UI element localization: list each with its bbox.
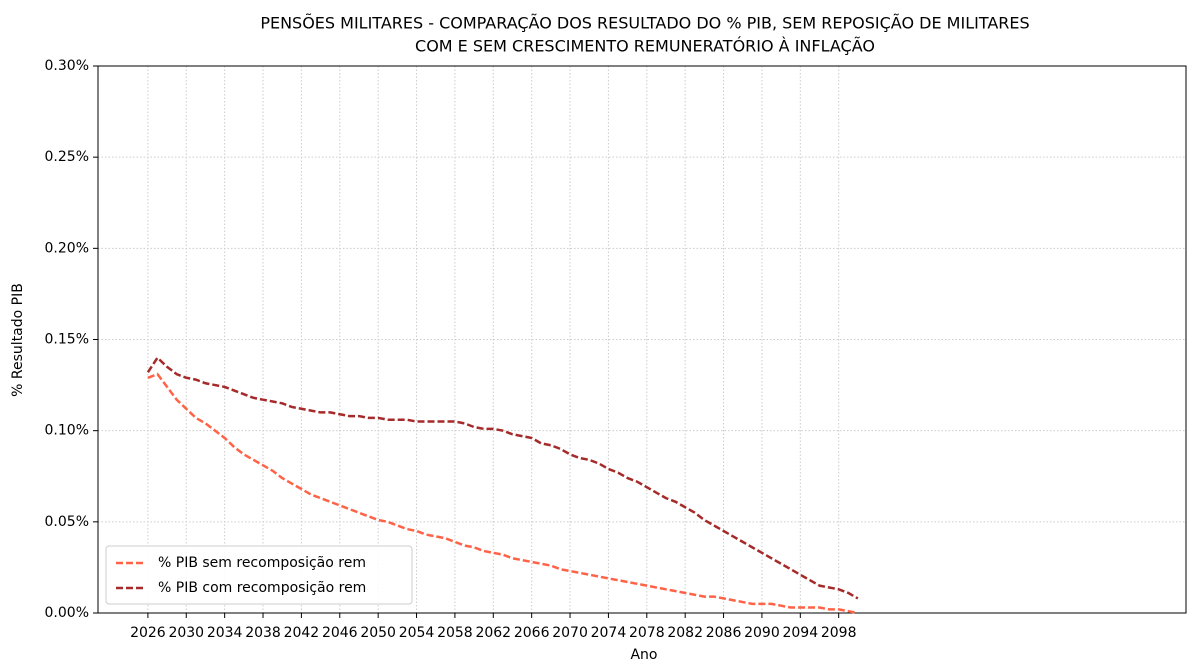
x-tick-label: 2066: [514, 625, 550, 641]
chart-title: COM E SEM CRESCIMENTO REMUNERATÓRIO À IN…: [415, 37, 875, 56]
legend-label: % PIB com recomposição rem: [158, 580, 366, 596]
x-tick-label: 2038: [245, 625, 281, 641]
x-tick-label: 2086: [706, 625, 742, 641]
y-tick-label: 0.25%: [45, 149, 89, 165]
x-tick-label: 2094: [782, 625, 818, 641]
data-line: [146, 355, 859, 600]
y-axis-label: % Resultado PIB: [10, 283, 26, 397]
y-tick-label: 0.15%: [45, 332, 89, 348]
y-tick-label: 0.20%: [45, 240, 89, 256]
x-tick-label: 2098: [821, 625, 857, 641]
x-tick-label: 2050: [360, 625, 396, 641]
x-tick-label: 2082: [667, 625, 703, 641]
x-tick-label: 2062: [475, 625, 511, 641]
plot-frame: [97, 65, 1187, 614]
legend-label: % PIB sem recomposição rem: [158, 555, 366, 571]
legend-box: [105, 545, 413, 605]
x-tick-label: 2078: [629, 625, 665, 641]
x-tick-label: 2046: [322, 625, 358, 641]
x-axis-label: Ano: [630, 647, 657, 662]
x-tick-label: 2074: [591, 625, 627, 641]
y-tick-label: 0.10%: [45, 423, 89, 439]
y-tick-label: 0.00%: [45, 605, 89, 621]
x-tick-label: 2090: [744, 625, 780, 641]
x-tick-label: 2030: [168, 625, 204, 641]
chart-title: PENSÕES MILITARES - COMPARAÇÃO DOS RESUL…: [260, 14, 1029, 33]
x-tick-label: 2034: [207, 625, 243, 641]
y-tick-label: 0.05%: [45, 514, 89, 530]
x-tick-label: 2026: [130, 625, 166, 641]
y-tick-label: 0.30%: [45, 58, 89, 74]
x-tick-label: 2070: [552, 625, 588, 641]
data-line: [147, 372, 859, 615]
x-tick-label: 2058: [437, 625, 473, 641]
x-tick-label: 2042: [284, 625, 320, 641]
x-tick-label: 2054: [399, 625, 435, 641]
